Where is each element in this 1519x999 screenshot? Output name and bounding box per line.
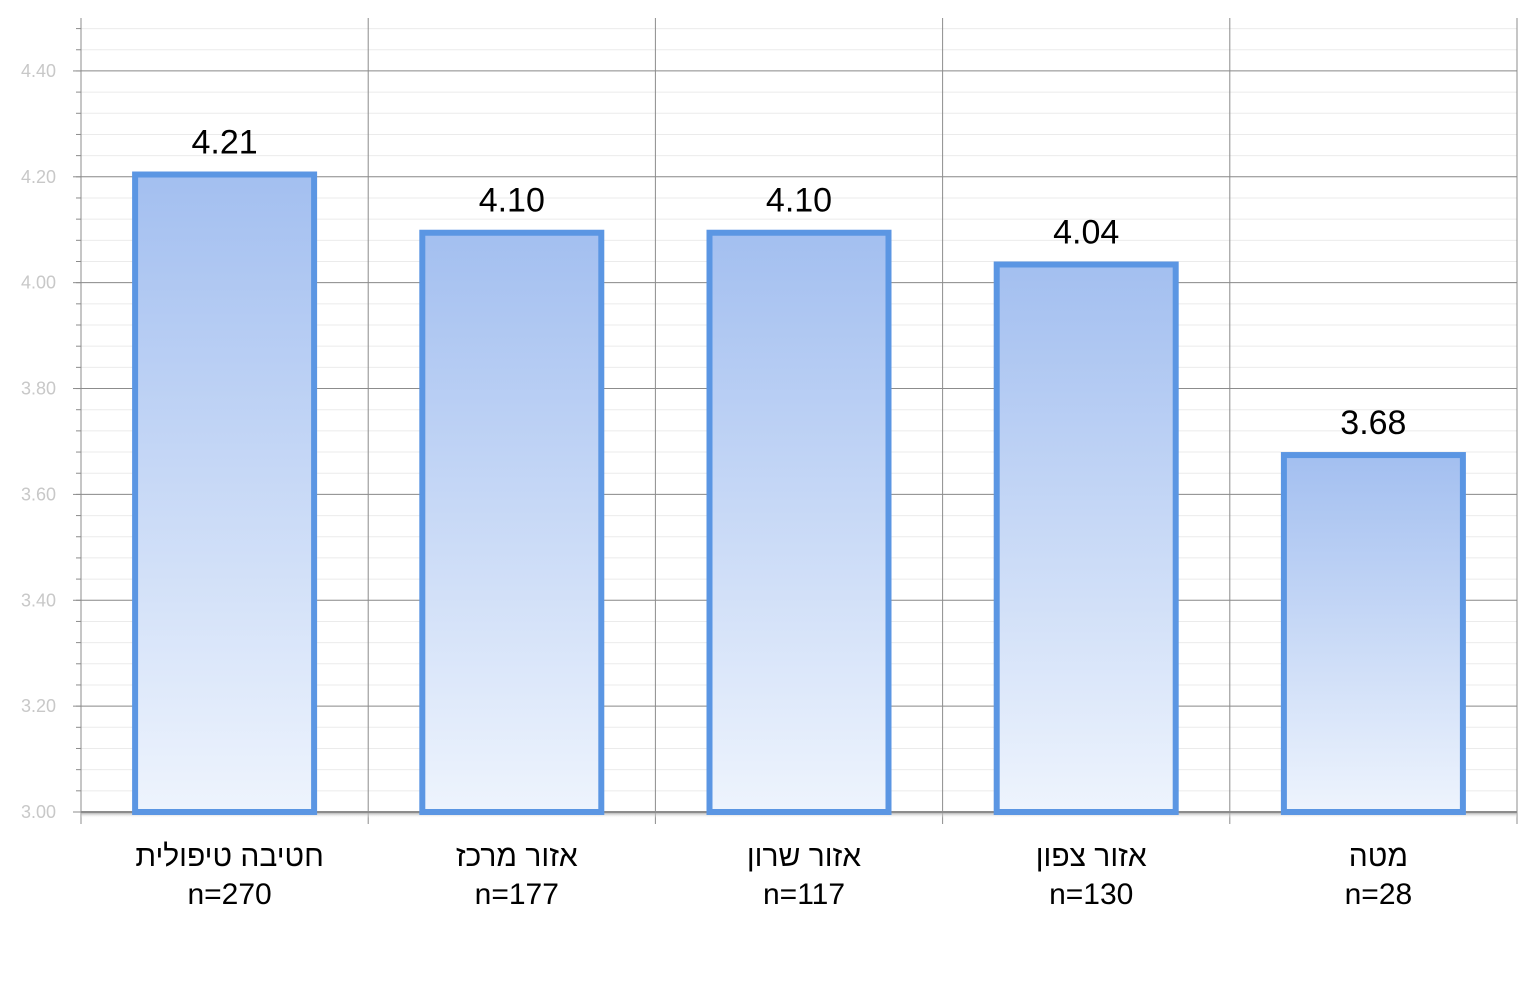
x-tick-label: אזור מרכז <box>456 840 578 873</box>
y-tick-label: 4.40 <box>21 61 56 81</box>
bar <box>706 229 892 815</box>
bar <box>1280 452 1466 815</box>
bar <box>419 229 605 815</box>
y-tick-label: 3.20 <box>21 696 56 716</box>
x-tick-label: אזור שרון <box>747 840 861 873</box>
sample-size-label: n=28 <box>1345 878 1413 911</box>
y-tick-label: 3.40 <box>21 590 56 610</box>
labels: 4.21 חטיבה טיפולית n=270 4.10 אזור מרכז n=177… <box>135 124 1412 911</box>
y-tick-label: 4.20 <box>21 167 56 187</box>
y-tick-label: 3.60 <box>21 484 56 504</box>
bar <box>993 261 1179 815</box>
y-tick-label: 3.00 <box>21 802 56 822</box>
y-tick-label: 3.80 <box>21 379 56 399</box>
data-label: 4.10 <box>479 182 545 220</box>
data-label: 4.04 <box>1053 213 1119 251</box>
sample-size-label: n=117 <box>763 878 845 911</box>
data-label: 3.68 <box>1340 404 1406 442</box>
sample-size-label: n=177 <box>475 878 559 911</box>
sample-size-label: n=270 <box>187 878 271 911</box>
x-tick-label: אזור צפון <box>1036 840 1147 873</box>
x-tick-label: מטה <box>1349 840 1408 873</box>
y-tick-label: 4.00 <box>21 273 56 293</box>
bars <box>132 171 1466 816</box>
bar <box>132 171 318 816</box>
data-label: 4.21 <box>192 124 258 162</box>
sample-size-label: n=130 <box>1049 878 1133 911</box>
x-tick-label: חטיבה טיפולית <box>135 840 324 873</box>
data-label: 4.10 <box>766 182 832 220</box>
